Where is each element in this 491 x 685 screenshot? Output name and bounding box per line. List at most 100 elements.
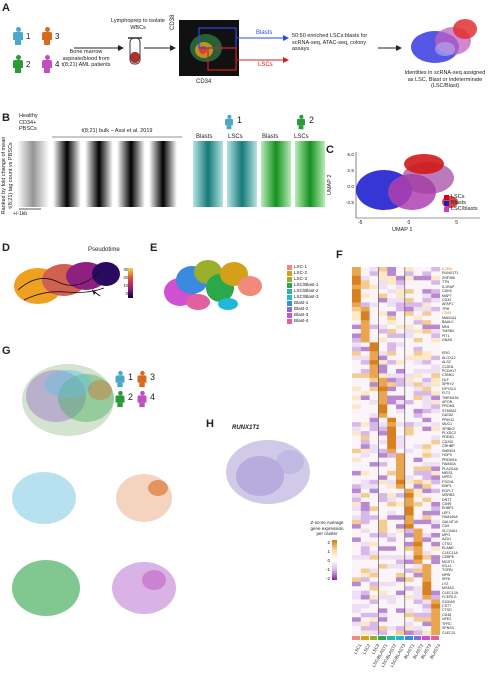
col-label-blasts-2: Blasts [262, 134, 279, 140]
heatmap-cell [387, 391, 397, 396]
heatmap-cell [369, 586, 379, 591]
heatmap-cell [396, 346, 406, 352]
heatmap-cell [352, 311, 362, 317]
heatmap-cell [396, 275, 406, 281]
heatmap-cell [422, 400, 432, 405]
heatmap-cell [360, 528, 370, 534]
cluster-color-swatch [422, 636, 431, 640]
heatmap-cell [422, 404, 432, 410]
gene-label: BAALC [442, 320, 454, 325]
heatmap-cell [404, 386, 414, 392]
heatmap-cell [369, 382, 379, 388]
heatmap-cell [404, 603, 414, 609]
heatmap-cell [431, 439, 441, 445]
heatmap-cell [404, 541, 414, 547]
heatmap-cell [431, 311, 441, 317]
heatmap-cell [404, 510, 414, 516]
heatmap-cell [404, 355, 414, 361]
heatmap-cell [378, 608, 388, 614]
heatmap-cell [387, 355, 397, 361]
heatmap-cell [352, 368, 362, 374]
gene-label: FAM30A [442, 462, 456, 467]
heatmap-cell [431, 612, 441, 618]
heatmap-cell [352, 422, 362, 427]
heatmap-cell [422, 572, 432, 578]
heatmap-cell [413, 484, 423, 489]
heatmap-cell [431, 488, 441, 494]
heatmap-cell [378, 386, 388, 392]
heatmap-cell [422, 510, 432, 516]
heatmap-cell [378, 373, 388, 379]
heatmap-cell [387, 373, 397, 379]
gene-label: PLA2G4A [442, 466, 458, 471]
heatmap-cell [378, 426, 388, 432]
heatmap-cell [413, 488, 423, 494]
heatmap-cell [413, 590, 423, 596]
heatmap-cell [413, 581, 423, 587]
heatmap-cell [413, 329, 423, 334]
heatmap-cell [378, 395, 388, 401]
heatmap-cell [360, 364, 370, 370]
heatmap-cell [431, 603, 441, 609]
clusters-legend: LSC-1 LSC-2 LSC-3 LSC/Blast-1 LSC/Blast-… [287, 264, 319, 324]
heatmap-cell [387, 431, 397, 436]
donor-umaps [12, 364, 176, 616]
heatmap-cell [378, 400, 388, 405]
heatmap-cell [387, 368, 397, 374]
heatmap-cell [360, 506, 370, 512]
heatmap-cell [360, 275, 370, 281]
heatmap-cell [422, 457, 432, 463]
gene-label: IL1RAP [442, 284, 455, 289]
heatmap-profiles [17, 141, 325, 210]
heatmap-cell [369, 333, 379, 339]
gene-label: SPNS3 [442, 626, 454, 631]
heatmap-cell [369, 368, 379, 374]
panel-g-label: G [2, 345, 11, 357]
heatmap-cell [369, 377, 379, 383]
heatmap-cell [431, 510, 441, 516]
heatmap-cell [413, 524, 423, 529]
heatmap-cell [352, 630, 362, 636]
cluster-color-swatch [431, 636, 439, 640]
gene-label: FCER1G [442, 595, 457, 600]
heatmap-cell [396, 324, 406, 330]
heatmap-cell [360, 439, 370, 445]
heatmap-cell [352, 408, 362, 414]
heatmap-cell [369, 537, 379, 543]
gene-label: CD48 [442, 612, 452, 617]
heatmap-cell [404, 457, 414, 463]
heatmap-cell [431, 608, 441, 614]
heatmap-cell [369, 298, 379, 303]
heatmap-cell [378, 453, 388, 458]
heatmap-cell [352, 391, 362, 396]
gene-label: TRH [442, 306, 450, 311]
donor-number: 1 [128, 372, 134, 382]
heatmap-cell [422, 333, 432, 339]
heatmap-cell [396, 475, 406, 481]
heatmap-cell [360, 555, 370, 560]
heatmap-cell [413, 271, 423, 277]
heatmap-cell [396, 351, 406, 356]
heatmap-cell [387, 612, 397, 618]
heatmap-cell [396, 470, 406, 476]
heatmap-cell [431, 524, 441, 529]
heatmap-cell [352, 315, 362, 321]
heatmap-cell [396, 395, 406, 401]
heatmap-cell [404, 608, 414, 614]
heatmap-cell [431, 462, 441, 467]
heatmap-cell [352, 453, 362, 458]
heatmap-cell [422, 586, 432, 591]
heatmap-cell [413, 630, 423, 636]
heatmap-cell [422, 537, 432, 543]
heatmap-cell [431, 541, 441, 547]
heatmap-cell [413, 595, 423, 600]
heatmap-cell [396, 612, 406, 618]
heatmap-cell [360, 289, 370, 294]
gene-label: FAM169A [442, 515, 458, 520]
gene-label: PDE4D [442, 435, 454, 440]
heatmap-cell [396, 426, 406, 432]
gene-label: TMEM154 [442, 395, 459, 400]
cluster-color-swatch [404, 636, 413, 640]
heatmap-cell [369, 541, 379, 547]
heatmap-cell [422, 555, 432, 560]
